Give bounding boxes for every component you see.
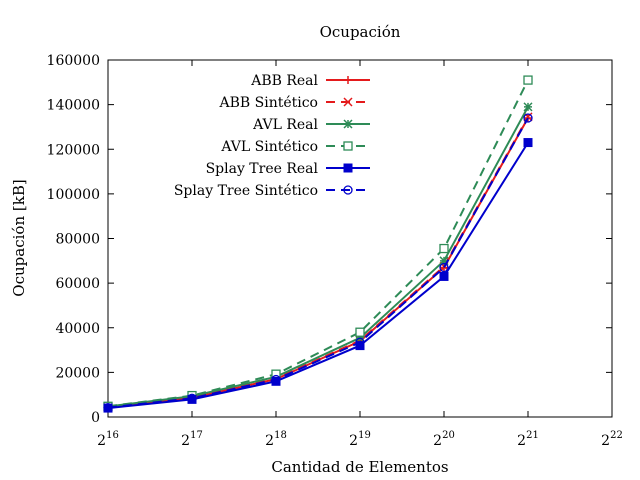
- data-point: [343, 185, 353, 195]
- chart-title: Ocupación: [320, 23, 401, 41]
- data-point: [344, 76, 352, 84]
- axis-ticks: 0 20000 40000 60000 80000 100000 120000 140000 1…: [47, 53, 623, 449]
- series-line: [107, 79, 529, 408]
- series-1: [103, 112, 533, 412]
- data-point: [103, 402, 113, 413]
- data-point: [439, 271, 449, 281]
- data-point: [439, 262, 449, 273]
- legend-label: Splay Tree Sintético: [174, 183, 318, 199]
- x-tick-label: 220: [433, 430, 455, 449]
- series-line: [107, 117, 529, 409]
- legend-label: AVL Real: [252, 117, 318, 133]
- y-tick-label: 40000: [55, 321, 100, 337]
- data-point: [271, 374, 281, 385]
- data-point: [355, 327, 365, 337]
- legend-item: Splay Tree Sintético: [174, 183, 370, 199]
- data-point: [343, 163, 353, 173]
- data-point: [439, 256, 449, 266]
- legend-label: ABB Sintético: [218, 95, 318, 111]
- x-tick-label: 222: [601, 430, 623, 449]
- legend-item: ABB Real: [250, 73, 370, 89]
- y-axis-label: Ocupación [kB]: [10, 179, 28, 296]
- legend-item: ABB Sintético: [218, 95, 370, 111]
- y-tick-label: 0: [91, 410, 100, 426]
- data-point: [343, 119, 353, 129]
- x-tick-label: 216: [97, 430, 119, 449]
- legend-item: AVL Real: [252, 117, 370, 133]
- x-tick-label: 219: [349, 430, 371, 449]
- series-line: [107, 142, 529, 410]
- data-point: [439, 243, 449, 254]
- legend-label: ABB Real: [250, 73, 318, 89]
- data-point: [355, 337, 365, 347]
- x-tick-label: 217: [181, 430, 203, 449]
- x-tick-label: 218: [265, 430, 287, 449]
- series-0: [104, 114, 532, 412]
- x-tick-label: 221: [517, 430, 539, 449]
- series-5: [103, 113, 533, 413]
- legend-item: Splay Tree Real: [206, 161, 370, 177]
- series-line: [107, 106, 529, 408]
- y-tick-label: 100000: [47, 187, 100, 203]
- data-point: [523, 138, 533, 148]
- y-tick-label: 120000: [47, 142, 100, 158]
- data-point: [343, 141, 353, 151]
- data-point: [343, 97, 353, 107]
- y-tick-label: 80000: [55, 232, 100, 248]
- y-tick-label: 160000: [47, 53, 100, 69]
- data-point: [187, 393, 197, 403]
- series-line: [107, 116, 529, 409]
- legend-label: AVL Sintético: [220, 139, 318, 155]
- series-4: [103, 138, 533, 413]
- x-axis-label: Cantidad de Elementos: [271, 458, 448, 476]
- legend: ABB Real ABB Sintético AVL Real AVL Sintéti…: [174, 73, 370, 199]
- y-tick-label: 140000: [47, 98, 100, 114]
- data-point: [523, 113, 533, 123]
- data-point: [523, 75, 533, 85]
- data-point: [523, 102, 533, 112]
- y-tick-label: 20000: [55, 365, 100, 381]
- legend-item: AVL Sintético: [220, 139, 370, 155]
- y-tick-label: 60000: [55, 276, 100, 292]
- series-layer: [103, 75, 533, 413]
- legend-label: Splay Tree Real: [206, 161, 319, 177]
- plot-frame: [107, 59, 613, 418]
